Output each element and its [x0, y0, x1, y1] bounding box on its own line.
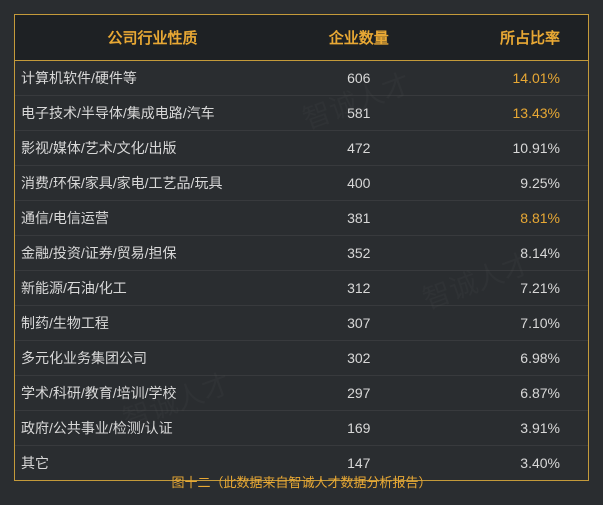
cell-industry: 政府/公共事业/检测/认证: [15, 411, 290, 446]
cell-percent: 8.81%: [428, 201, 588, 236]
table-row: 新能源/石油/化工3127.21%: [15, 271, 588, 306]
cell-count: 400: [290, 166, 428, 201]
industry-table-container: 公司行业性质 企业数量 所占比率 计算机软件/硬件等60614.01%电子技术/…: [14, 14, 589, 481]
cell-industry: 学术/科研/教育/培训/学校: [15, 376, 290, 411]
cell-industry: 多元化业务集团公司: [15, 341, 290, 376]
cell-industry: 金融/投资/证券/贸易/担保: [15, 236, 290, 271]
table-row: 电子技术/半导体/集成电路/汽车58113.43%: [15, 96, 588, 131]
cell-count: 581: [290, 96, 428, 131]
table-row: 影视/媒体/艺术/文化/出版47210.91%: [15, 131, 588, 166]
cell-count: 302: [290, 341, 428, 376]
table-row: 通信/电信运营3818.81%: [15, 201, 588, 236]
cell-percent: 9.25%: [428, 166, 588, 201]
cell-percent: 8.14%: [428, 236, 588, 271]
col-header-percent: 所占比率: [428, 15, 588, 61]
cell-count: 297: [290, 376, 428, 411]
cell-industry: 电子技术/半导体/集成电路/汽车: [15, 96, 290, 131]
col-header-industry: 公司行业性质: [15, 15, 290, 61]
table-row: 学术/科研/教育/培训/学校2976.87%: [15, 376, 588, 411]
cell-count: 312: [290, 271, 428, 306]
cell-industry: 计算机软件/硬件等: [15, 61, 290, 96]
cell-percent: 7.21%: [428, 271, 588, 306]
table-row: 消费/环保/家具/家电/工艺品/玩具4009.25%: [15, 166, 588, 201]
cell-percent: 10.91%: [428, 131, 588, 166]
figure-caption: 图十二（此数据来自智诚人才数据分析报告）: [0, 472, 603, 491]
cell-percent: 3.91%: [428, 411, 588, 446]
industry-table: 公司行业性质 企业数量 所占比率 计算机软件/硬件等60614.01%电子技术/…: [15, 15, 588, 480]
table-row: 多元化业务集团公司3026.98%: [15, 341, 588, 376]
cell-count: 352: [290, 236, 428, 271]
cell-percent: 6.98%: [428, 341, 588, 376]
cell-industry: 影视/媒体/艺术/文化/出版: [15, 131, 290, 166]
cell-count: 307: [290, 306, 428, 341]
cell-percent: 14.01%: [428, 61, 588, 96]
cell-percent: 7.10%: [428, 306, 588, 341]
cell-percent: 6.87%: [428, 376, 588, 411]
cell-count: 169: [290, 411, 428, 446]
table-header-row: 公司行业性质 企业数量 所占比率: [15, 15, 588, 61]
col-header-count: 企业数量: [290, 15, 428, 61]
cell-count: 381: [290, 201, 428, 236]
cell-industry: 消费/环保/家具/家电/工艺品/玩具: [15, 166, 290, 201]
cell-percent: 13.43%: [428, 96, 588, 131]
table-row: 计算机软件/硬件等60614.01%: [15, 61, 588, 96]
table-row: 政府/公共事业/检测/认证1693.91%: [15, 411, 588, 446]
cell-industry: 制药/生物工程: [15, 306, 290, 341]
cell-count: 606: [290, 61, 428, 96]
table-row: 制药/生物工程3077.10%: [15, 306, 588, 341]
cell-industry: 通信/电信运营: [15, 201, 290, 236]
table-row: 金融/投资/证券/贸易/担保3528.14%: [15, 236, 588, 271]
table-body: 计算机软件/硬件等60614.01%电子技术/半导体/集成电路/汽车58113.…: [15, 61, 588, 481]
cell-industry: 新能源/石油/化工: [15, 271, 290, 306]
cell-count: 472: [290, 131, 428, 166]
